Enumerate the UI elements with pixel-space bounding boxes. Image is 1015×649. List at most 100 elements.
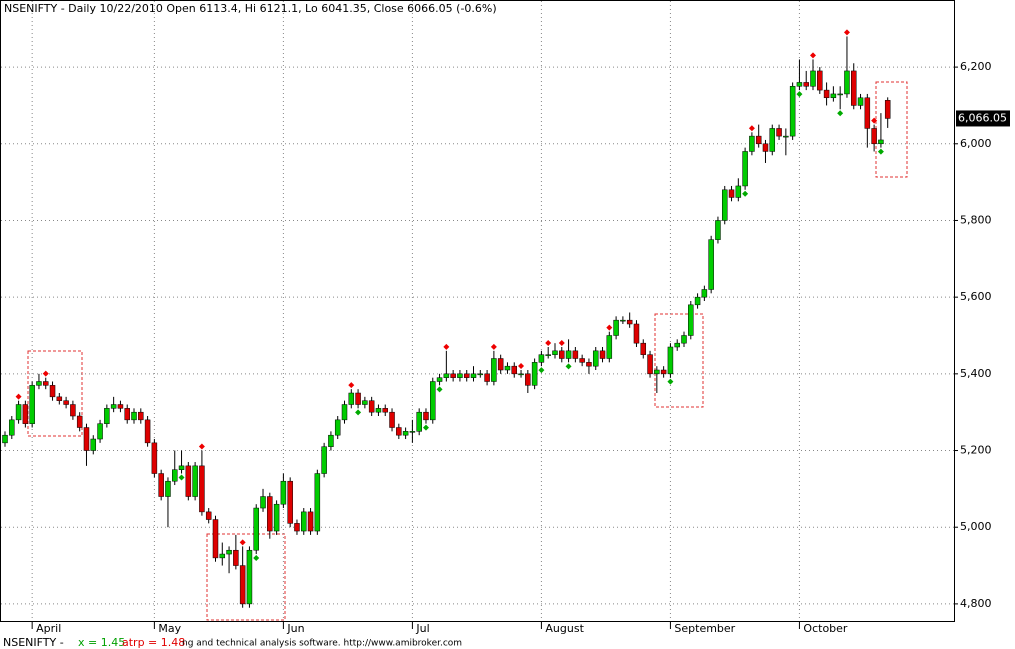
candle-body [878,139,884,145]
candle-body [151,442,158,474]
candle-body [633,323,640,344]
y-tick-label: 6,200 [960,60,992,73]
sell-signal [239,539,246,546]
candle-body [592,350,599,367]
candle-body [572,350,579,359]
candle-body [226,549,232,555]
candle-body [246,549,253,605]
candle-body [708,239,714,290]
candle-body [545,354,551,356]
candle-body [769,128,776,152]
candle-body [538,354,545,363]
buy-signal [538,367,545,374]
buy-signal [253,555,260,562]
x-tick-label: May [158,622,181,635]
candle-body [728,189,735,198]
candle-body [871,128,877,145]
y-tick-label: 5,000 [960,520,992,533]
candle-body [382,408,388,413]
footer-ticker: NSENIFTY - [3,636,64,649]
candle-body [22,404,29,424]
y-tick-label: 4,800 [960,597,992,610]
candle-body [511,365,517,375]
candle-body [42,381,49,386]
y-tick-label: 5,400 [960,367,992,380]
footer-x: x = 1.45 [78,636,125,649]
chart-title: NSENIFTY - Daily 10/22/2010 Open 6113.4,… [4,2,497,15]
last-price-label: 6,066.05 [958,111,1007,124]
candle-body [307,511,314,532]
sell-signal [871,117,878,124]
sell-signal [198,443,205,450]
candle-body [606,335,613,359]
candle-body [830,93,837,99]
sell-signal [810,52,817,59]
candle-body [463,373,470,378]
candle-body [844,70,850,95]
last-price-box [956,110,1010,127]
candle-body [443,373,450,378]
buy-signal [355,409,362,416]
candle-body [884,100,891,119]
candle-body [144,419,151,444]
sell-signal [748,125,755,132]
candle-body [138,411,144,421]
candle-body [660,369,667,375]
candle-body [396,427,402,436]
candle-body [165,480,171,497]
candle-body [178,465,185,470]
x-tick-label: April [36,622,61,635]
candle-body [90,438,97,451]
candle-body [172,469,178,482]
candle-body [735,185,742,198]
sell-signal [606,324,613,331]
buy-signal [667,378,674,385]
candle-body [185,465,192,497]
candle-body [15,404,22,421]
candle-body [477,373,484,376]
candle-body [851,70,857,106]
candle-body [667,346,674,375]
sell-signal [42,370,49,377]
buy-signal [178,474,185,481]
candle-body [789,86,796,137]
candle-body [796,82,803,87]
candle-body [688,304,694,336]
buy-signal [742,190,749,197]
candle-body [620,319,626,322]
candle-body [803,82,809,87]
candle-body [559,350,565,359]
highlight-box [27,350,83,437]
candle-body [328,434,334,447]
candle-body [647,354,653,375]
candle-body [205,511,212,520]
candle-body [525,373,531,386]
candle-body [9,419,15,436]
sell-signal [518,363,525,370]
candle-body [314,473,321,532]
candle-body [416,411,422,432]
candle-body [565,350,572,359]
candle-body [531,362,538,386]
candle-body [355,392,361,405]
y-tick-label: 5,800 [960,213,992,226]
candle-body [783,135,789,138]
candle-body [484,373,490,382]
candle-body [199,465,205,513]
candle-body [29,385,35,424]
candle-body [450,373,456,378]
candle-body [613,319,619,336]
x-tick-label: October [803,622,847,635]
candle-body [219,553,226,559]
candle-body [837,93,843,96]
highlight-box [206,533,286,621]
highlight-box [875,81,908,178]
candle-body [436,377,443,382]
sell-signal [15,393,22,400]
sell-signal [545,340,552,347]
y-tick-label: 5,200 [960,444,992,457]
footer-watermark: ng and technical analysis software. http… [182,639,462,649]
y-tick-label: 6,000 [960,137,992,150]
candle-body [2,434,8,444]
